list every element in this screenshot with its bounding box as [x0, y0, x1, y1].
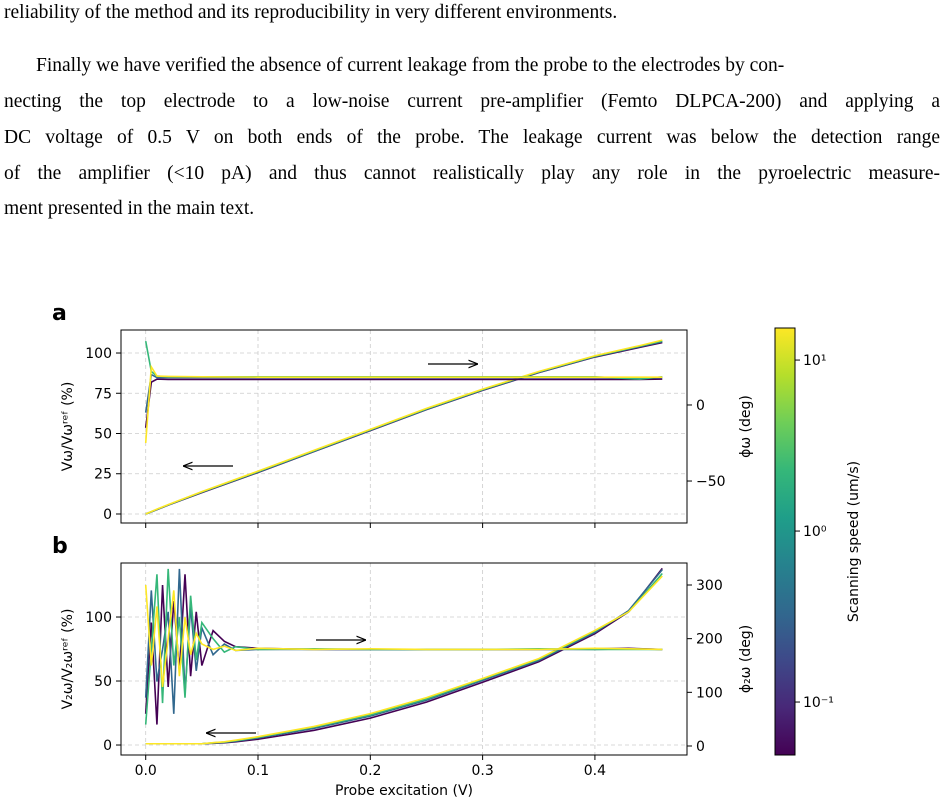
text-line: of the amplifier (<10 pA) and thus canno… [4, 163, 940, 184]
colorbar-label: Scanning speed (um/s) [846, 461, 862, 622]
x-tick-label: 0.1 [247, 763, 269, 779]
x-axis-label: Probe excitation (V) [335, 783, 473, 799]
y-tick-label: 50 [94, 674, 112, 690]
y-tick-label: 100 [85, 346, 112, 362]
series-line [145, 572, 663, 745]
y-tick-label: 0 [103, 507, 112, 523]
series-line [145, 567, 663, 745]
panel-label: b [52, 534, 68, 559]
text-line: DC voltage of 0.5 V on both ends of the … [4, 127, 940, 148]
y-tick-label: 25 [94, 467, 112, 483]
x-tick-label: 0.3 [471, 763, 493, 779]
arrows [183, 364, 478, 733]
y-tick-label: 50 [94, 427, 112, 443]
colorbar [774, 327, 796, 756]
colorbar-tick-label: 10⁻¹ [803, 695, 834, 711]
series-line [145, 569, 663, 745]
series-line [145, 341, 663, 515]
y-axis-label: Vω/Vωʳᵉᶠ (%) [60, 382, 76, 472]
y-tick-label: 75 [94, 386, 112, 402]
series-line [145, 340, 663, 515]
x-tick-label: 0.4 [584, 763, 606, 779]
series-line [145, 340, 663, 515]
text-line: necting the top electrode to a low-noise… [4, 91, 940, 112]
y-axis-label: V₂ω/V₂ωʳᵉᶠ (%) [60, 609, 76, 710]
series-line [145, 575, 663, 745]
y-tick-label: 100 [85, 610, 112, 626]
text-line: ment presented in the main text. [4, 198, 255, 219]
colorbar-tick-label: 10¹ [803, 353, 826, 369]
y2-axis-label: ϕω (deg) [738, 395, 754, 458]
series-line [144, 364, 663, 444]
y2-tick-label: −50 [696, 474, 726, 490]
series-line [144, 584, 663, 688]
text-line: reliability of the method and its reprod… [4, 2, 618, 23]
y2-tick-label: 200 [696, 632, 723, 648]
plot-frame [120, 562, 688, 756]
plot-frame [120, 329, 688, 524]
y2-tick-label: 0 [696, 739, 705, 755]
series-line [145, 339, 663, 515]
y2-tick-label: 300 [696, 578, 723, 594]
y-tick-label: 0 [103, 738, 112, 754]
y2-tick-label: 100 [696, 685, 723, 701]
x-tick-label: 0.2 [359, 763, 381, 779]
colorbar-tick-label: 10⁰ [803, 524, 827, 540]
text-line: Finally we have verified the absence of … [36, 55, 785, 76]
series-line [144, 378, 663, 428]
panel-label: a [52, 301, 67, 326]
y2-tick-label: 0 [696, 398, 705, 414]
y2-axis-label: ϕ₂ω (deg) [738, 625, 754, 693]
x-tick-label: 0.0 [135, 763, 157, 779]
